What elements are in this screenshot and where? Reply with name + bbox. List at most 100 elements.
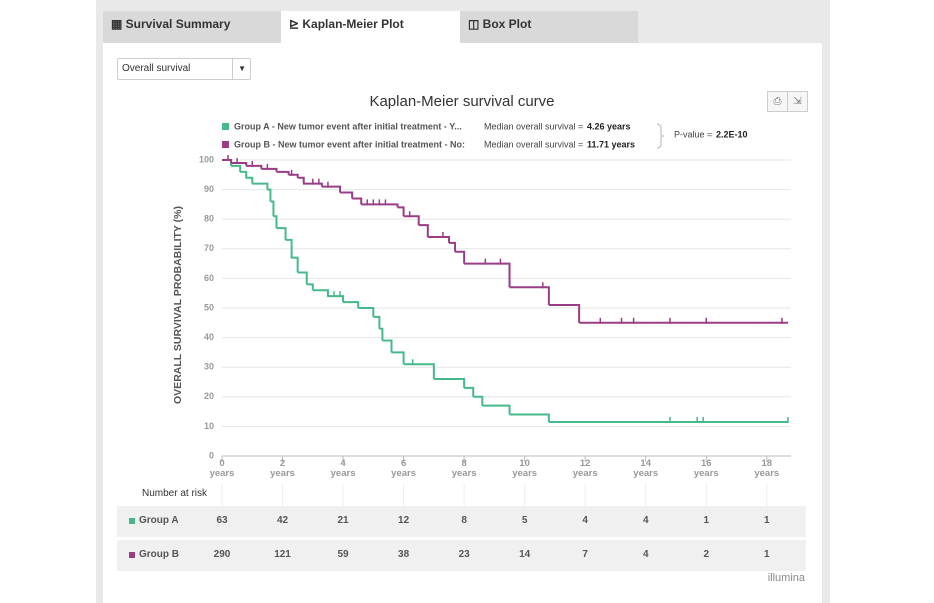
y-tick-label: 100 — [199, 154, 214, 164]
x-tick-label: 14 years — [633, 458, 659, 479]
survival-step — [352, 197, 363, 205]
survival-step — [327, 295, 345, 303]
risk-count: 38 — [398, 549, 410, 560]
survival-step — [448, 241, 457, 252]
logo: illumina — [767, 572, 805, 584]
risk-count: 59 — [337, 549, 349, 560]
risk-count: 23 — [458, 549, 470, 560]
survival-step — [246, 176, 254, 184]
brace — [656, 123, 665, 149]
survival-step — [312, 289, 329, 297]
survival-step — [464, 386, 475, 397]
survival-step — [433, 378, 466, 388]
p-value: 2.2E-10 — [716, 129, 748, 139]
survival-step — [276, 170, 290, 175]
survival-step — [427, 235, 450, 243]
legend-label: Group B - New tumor event after initial … — [234, 139, 465, 149]
x-tick-label: 10 years — [512, 458, 538, 479]
survival-step — [464, 262, 511, 288]
risk-count: 42 — [276, 515, 289, 526]
dropdown[interactable]: Overall survival ▼ — [117, 58, 251, 80]
survival-step — [397, 206, 405, 217]
survival-step — [391, 351, 405, 365]
x-tick-label: 8 years — [451, 458, 477, 479]
tab-label: Survival Summary — [125, 17, 231, 31]
survival-step — [276, 227, 287, 240]
survival-step — [291, 256, 299, 273]
y-tick-label: 70 — [204, 243, 214, 253]
tab-label: Box Plot — [482, 17, 532, 31]
survival-step — [358, 307, 375, 317]
survival-step — [297, 176, 305, 184]
risk-count: 1 — [764, 549, 770, 560]
survival-step — [509, 286, 550, 306]
median-label: Median overall survival = — [484, 121, 583, 131]
risk-row-bg — [117, 540, 806, 571]
legend-swatch — [222, 141, 229, 148]
legend-label: Group A - New tumor event after initial … — [234, 121, 462, 131]
risk-count: 8 — [461, 515, 467, 526]
risk-count: 290 — [213, 549, 231, 560]
survival-step — [548, 304, 581, 323]
survival-step — [252, 182, 269, 190]
legend-swatch — [222, 123, 229, 130]
median-label: Median overall survival = — [484, 139, 583, 149]
survival-step — [455, 250, 466, 264]
chart-title: Kaplan-Meier survival curve — [369, 93, 554, 110]
risk-count: 1 — [764, 515, 770, 526]
survival-step — [403, 363, 435, 380]
survival-step — [473, 395, 484, 406]
x-tick-label: 12 years — [572, 458, 598, 479]
tab[interactable]: ◫ Box Plot — [460, 11, 638, 43]
y-axis-label: OVERALL SURVIVAL PROBABILITY (%) — [172, 206, 184, 404]
x-tick-label: 4 years — [330, 458, 356, 479]
risk-group: Group A — [139, 515, 179, 526]
y-tick-label: 30 — [204, 362, 214, 372]
x-tick-label: 0 years — [209, 458, 235, 479]
x-tick-label: 16 years — [693, 458, 719, 479]
risk-count: 4 — [582, 515, 588, 526]
risk-count: 63 — [216, 515, 228, 526]
survival-step — [288, 173, 299, 178]
survival-step — [231, 164, 242, 172]
risk-count: 4 — [642, 549, 649, 560]
survival-step — [306, 283, 314, 291]
tab-label: Kaplan-Meier Plot — [302, 17, 404, 31]
survival-step — [267, 188, 272, 202]
survival-step — [509, 413, 550, 422]
survival-step — [403, 215, 420, 226]
survival-step — [270, 200, 275, 217]
risk-swatch — [129, 518, 135, 524]
tab[interactable]: ▦ Survival Summary — [103, 11, 281, 43]
risk-count: 14 — [519, 549, 531, 560]
survival-step — [297, 271, 308, 285]
y-tick-label: 50 — [204, 302, 214, 312]
x-tick-label: 6 years — [391, 458, 417, 479]
survival-step — [240, 170, 248, 178]
risk-count: 21 — [337, 515, 349, 526]
survival-step — [418, 224, 429, 237]
survival-step — [246, 164, 263, 169]
dropdown-label: Overall survival — [122, 63, 191, 74]
risk-row-bg — [117, 506, 806, 537]
survival-step — [273, 215, 278, 229]
y-tick-label: 20 — [204, 391, 214, 401]
export-button[interactable]: ⇲ — [787, 91, 808, 112]
risk-count: 121 — [274, 549, 291, 560]
survival-step — [340, 191, 354, 199]
survival-step — [373, 315, 381, 329]
survival-step — [379, 327, 384, 341]
survival-step — [285, 238, 293, 258]
survival-step — [482, 404, 511, 415]
tab-active[interactable]: ⊵ Kaplan-Meier Plot — [281, 11, 460, 43]
y-tick-label: 90 — [204, 184, 214, 194]
median-value: 4.26 years — [587, 121, 631, 131]
x-tick-label: 18 years — [754, 458, 780, 479]
p-value-label: P-value = — [674, 129, 712, 139]
survival-step — [261, 167, 278, 172]
risk-group: Group B — [139, 549, 179, 560]
x-tick-label: 2 years — [270, 458, 295, 479]
risk-title: Number at risk — [142, 488, 208, 499]
